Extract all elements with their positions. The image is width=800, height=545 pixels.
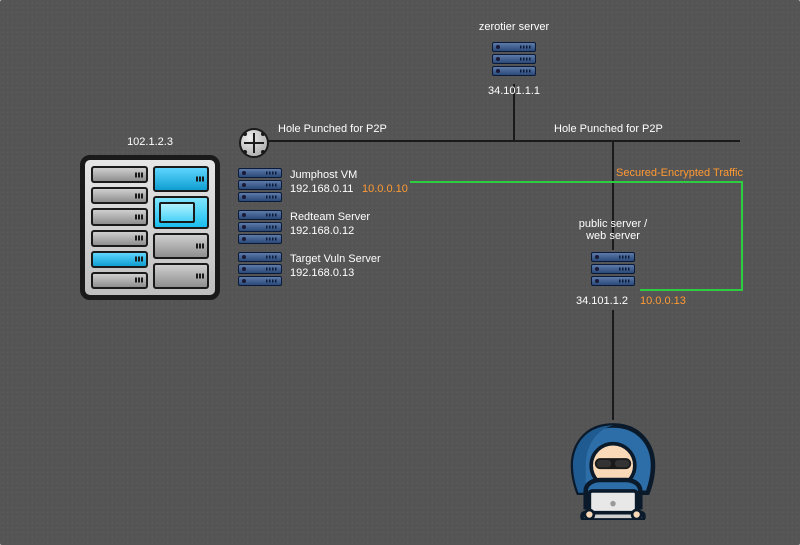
server-rack-icon bbox=[80, 155, 220, 300]
redteam-name: Redteam Server bbox=[290, 210, 370, 224]
public-ip: 34.101.1.2 bbox=[576, 294, 628, 308]
edge-label-hp-left: Hole Punched for P2P bbox=[278, 122, 387, 136]
zerotier-ip: 34.101.1.1 bbox=[488, 84, 540, 98]
zerotier-server-icon bbox=[492, 42, 536, 76]
jumphost-ip: 192.168.0.11 bbox=[290, 182, 353, 196]
public-name: public server /web server bbox=[579, 218, 647, 242]
jumphost-name: Jumphost VM bbox=[290, 168, 357, 182]
redteam-icon bbox=[238, 210, 282, 244]
jumphost-vip: 10.0.0.10 bbox=[362, 182, 408, 196]
diagram-canvas: zerotier server 34.101.1.1 Hole Punched … bbox=[0, 0, 800, 545]
hacker-icon bbox=[558, 420, 668, 525]
redteam-ip: 192.168.0.12 bbox=[290, 224, 354, 238]
jumphost-icon bbox=[238, 168, 282, 202]
zerotier-title: zerotier server bbox=[479, 20, 549, 34]
rack-ip: 102.1.2.3 bbox=[127, 135, 173, 149]
edge-label-secure: Secured-Encrypted Traffic bbox=[616, 166, 743, 180]
router-icon bbox=[239, 128, 269, 158]
public-vip: 10.0.0.13 bbox=[640, 294, 686, 308]
target-icon bbox=[238, 252, 282, 286]
target-name: Target Vuln Server bbox=[290, 252, 381, 266]
public-server-icon bbox=[591, 252, 635, 286]
target-ip: 192.168.0.13 bbox=[290, 266, 354, 280]
edge-label-hp-right: Hole Punched for P2P bbox=[554, 122, 663, 136]
